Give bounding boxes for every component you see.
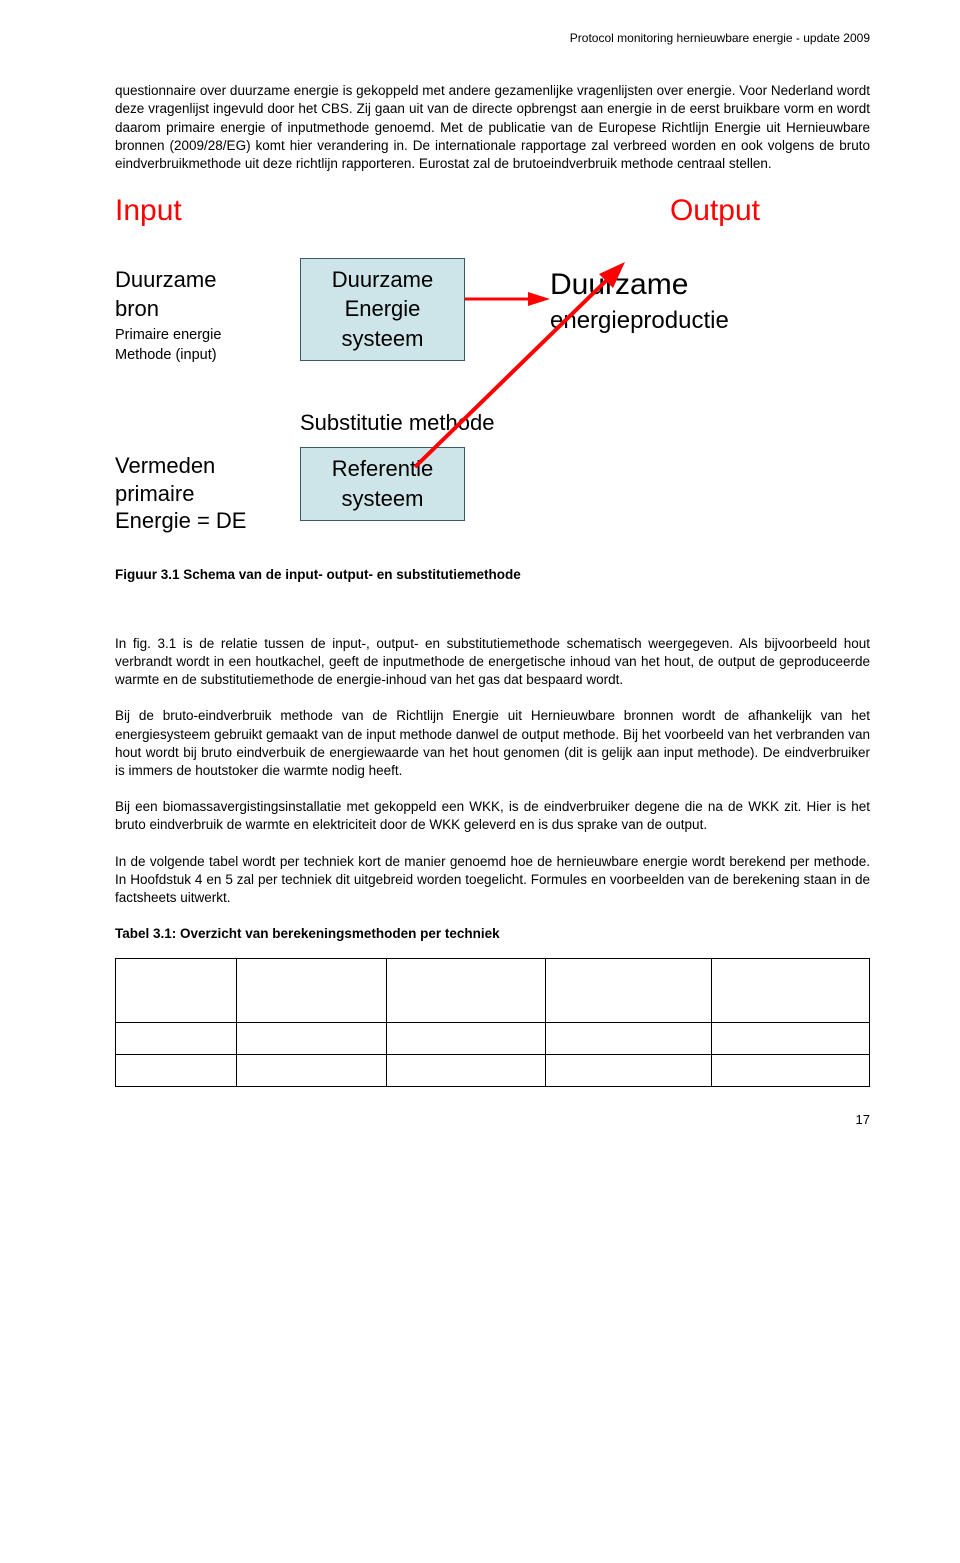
figure-caption: Figuur 3.1 Schema van de input- output- … (115, 566, 870, 584)
paragraph-5: In de volgende tabel wordt per techniek … (115, 853, 870, 908)
output-label: Output (670, 191, 760, 232)
arrow-diagonal-icon (415, 252, 635, 472)
methods-table (115, 958, 870, 1087)
avoided-line3: Energie = DE (115, 507, 280, 535)
io-labels-row: Input Output (115, 191, 870, 232)
source-line3: Primaire energie (115, 326, 270, 346)
page-number: 17 (115, 1111, 870, 1129)
table-row (116, 958, 870, 1022)
page-header: Protocol monitoring hernieuwbare energie… (115, 30, 870, 46)
paragraph-4: Bij een biomassavergistingsinstallatie m… (115, 798, 870, 834)
table-row (116, 1022, 870, 1054)
avoided-line2: primaire (115, 480, 280, 508)
avoided-line1: Vermeden (115, 452, 280, 480)
diagram-bottom: Vermeden primaire Energie = DE Referenti… (115, 447, 870, 552)
source-block: Duurzame bron Primaire energie Methode (… (115, 265, 270, 366)
input-label: Input (115, 191, 182, 232)
paragraph-intro: questionnaire over duurzame energie is g… (115, 82, 870, 173)
source-line2: bron (115, 294, 270, 324)
avoided-block: Vermeden primaire Energie = DE (115, 452, 280, 535)
table-title: Tabel 3.1: Overzicht van berekeningsmeth… (115, 925, 870, 943)
table-row (116, 1054, 870, 1086)
box2-line2: systeem (315, 484, 450, 514)
source-line1: Duurzame (115, 265, 270, 295)
source-line4: Methode (input) (115, 346, 270, 366)
paragraph-2: In fig. 3.1 is de relatie tussen de inpu… (115, 635, 870, 690)
paragraph-3: Bij de bruto-eindverbruik methode van de… (115, 707, 870, 780)
